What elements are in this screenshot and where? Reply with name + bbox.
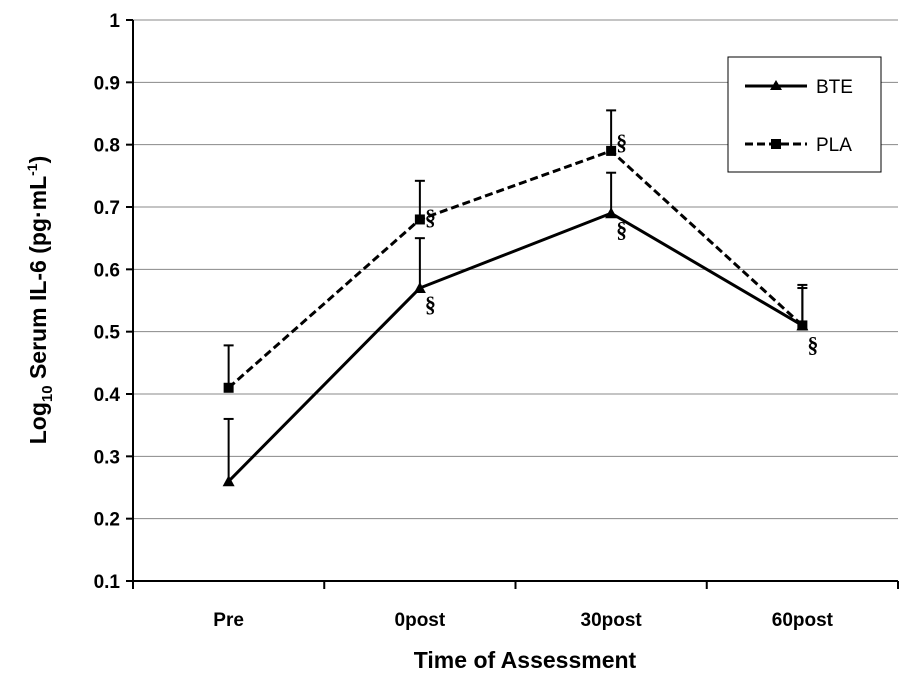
y-tick-label: 0.1 — [94, 572, 121, 593]
x-tick-label: 30post — [581, 610, 643, 631]
significance-marker: § — [425, 292, 436, 317]
y-tick-label: 0.7 — [94, 198, 120, 219]
x-axis-ticks: Pre 0post 30post 60post — [132, 581, 899, 631]
y-axis-title-superscript: -1 — [24, 163, 40, 176]
point-bte — [605, 207, 618, 219]
significance-marker: § — [807, 332, 818, 357]
point-bte — [796, 319, 809, 331]
y-tick-label: 0.2 — [94, 510, 120, 531]
series-markers — [222, 145, 809, 487]
significance-marker: § — [616, 130, 627, 155]
y-axis-title: Log10 Serum IL-6 (pg·mL-1) — [24, 156, 56, 445]
x-axis-title: Time of Assessment — [414, 647, 637, 673]
y-axis-title-prefix: Log — [25, 402, 51, 444]
x-tick-label: 0post — [395, 610, 446, 631]
series-line-bte — [227, 211, 804, 483]
y-axis-title-subscript: 10 — [39, 385, 56, 402]
y-tick-label: 1 — [109, 11, 120, 32]
y-axis-title-suffix: ) — [25, 156, 51, 164]
point-pla — [606, 145, 617, 156]
legend-label-pla: PLA — [816, 135, 852, 156]
y-tick-label: 0.3 — [94, 447, 120, 468]
y-tick-label: 0.5 — [94, 323, 121, 344]
legend-label-bte: BTE — [816, 77, 853, 98]
error-bars — [223, 109, 808, 482]
y-axis-ticks: 0.1 0.2 0.3 0.4 0.5 0.6 0.7 0.8 0.9 1 — [94, 11, 133, 593]
point-bte — [222, 475, 235, 487]
legend-marker-pla — [771, 139, 781, 149]
y-tick-label: 0.8 — [94, 136, 120, 157]
point-bte — [413, 282, 426, 294]
series-lines — [227, 149, 804, 483]
legend-marker-bte — [770, 80, 782, 90]
y-tick-label: 0.4 — [94, 385, 121, 406]
significance-marker: § — [616, 217, 627, 242]
y-axis-title-main: Serum IL-6 (pg·mL — [25, 176, 51, 386]
significance-marker: § — [425, 204, 436, 229]
point-pla — [414, 214, 425, 225]
legend: BTE PLA — [727, 56, 882, 173]
annotations: § § § § § — [425, 130, 819, 358]
x-tick-label: 60post — [772, 610, 834, 631]
series-line-pla — [227, 149, 804, 389]
x-tick-label: Pre — [213, 610, 244, 631]
legend-box — [727, 56, 882, 173]
point-pla — [223, 382, 234, 393]
y-tick-label: 0.9 — [94, 73, 120, 94]
y-tick-label: 0.6 — [94, 260, 120, 281]
